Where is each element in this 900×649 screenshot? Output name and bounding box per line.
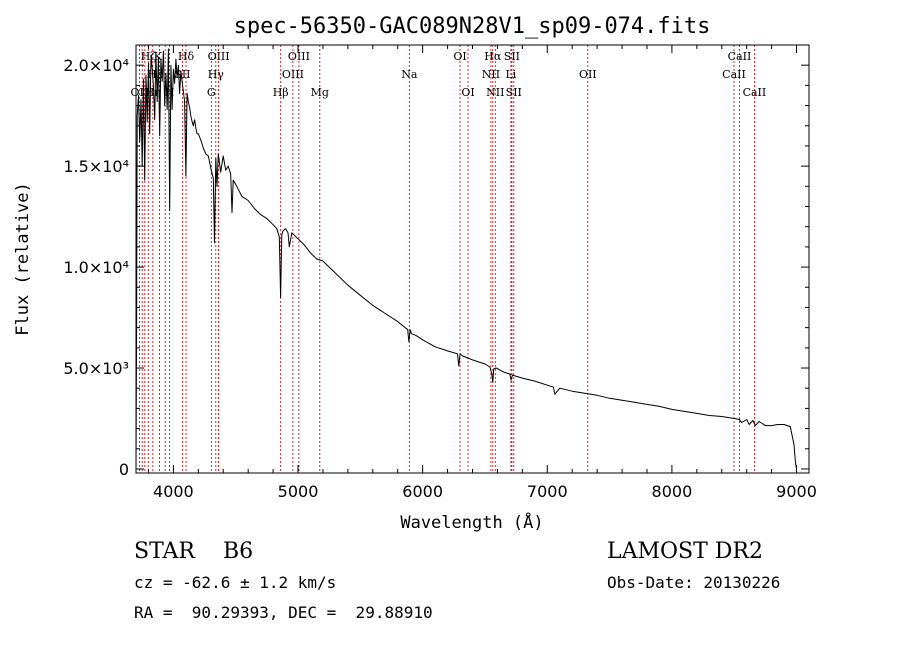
y-tick-label: 1.0×10⁴: [63, 258, 129, 277]
plot-frame: [135, 44, 810, 474]
line-label: OIII: [288, 50, 310, 63]
x-tick-label: 5000: [278, 482, 319, 501]
survey-name: LAMOST DR2: [607, 539, 763, 564]
line-label: CaII: [728, 50, 752, 63]
line-label: Hα: [484, 50, 502, 63]
line-label: CaII: [743, 86, 767, 99]
x-axis-ticks: 4000 5000 6000 7000 8000 9000: [147, 45, 817, 501]
line-label: OIII: [208, 50, 230, 63]
object-class: STAR B6: [134, 539, 254, 564]
line-label: SII: [174, 68, 190, 81]
x-tick-label: 9000: [776, 482, 817, 501]
x-tick-label: 8000: [652, 482, 693, 501]
line-label: H: [165, 86, 175, 99]
line-label: Li: [505, 68, 516, 81]
line-label: Hγ: [208, 68, 225, 81]
redshift-text: cz = -62.6 ± 1.2 km/s: [134, 573, 337, 592]
line-label: Na: [401, 68, 418, 81]
line-label: K: [154, 50, 163, 63]
line-label: Hβ: [273, 86, 289, 99]
obs-date: Obs-Date: 20130226: [607, 573, 781, 592]
line-label: G: [207, 86, 216, 99]
x-axis-label: Wavelength (Å): [400, 511, 543, 533]
line-label: Hδ: [178, 50, 195, 63]
spectrum-series: [135, 48, 797, 470]
line-label: Hη: [145, 86, 161, 99]
x-tick-label: 7000: [527, 482, 568, 501]
line-label: Hζ: [141, 50, 157, 63]
y-tick-label: 2.0×10⁴: [63, 56, 129, 75]
chart-title: spec-56350-GAC089N28V1_sp09-074.fits: [234, 14, 711, 39]
y-tick-label: 0: [119, 460, 129, 479]
x-tick-label: 4000: [153, 482, 194, 501]
x-tick-label: 6000: [402, 482, 443, 501]
line-label: NII: [486, 86, 504, 99]
y-axis-label: Flux (relative): [13, 182, 33, 336]
line-label: OI: [461, 86, 474, 99]
coordinates: RA = 90.29393, DEC = 29.88910: [134, 603, 433, 622]
line-label: SII: [504, 50, 520, 63]
y-tick-label: 1.5×10⁴: [63, 157, 129, 176]
y-tick-label: 5.0×10³: [63, 359, 129, 378]
line-label: OII: [579, 68, 597, 81]
line-label: Hε: [147, 68, 163, 81]
spectrum-line: [135, 48, 797, 470]
line-label: SII: [506, 86, 522, 99]
line-label: OII: [131, 86, 149, 99]
line-label: OI: [453, 50, 466, 63]
line-label: OIII: [282, 68, 304, 81]
line-label: CaII: [722, 68, 746, 81]
line-label: NII: [482, 68, 500, 81]
line-label: Mg: [311, 86, 329, 99]
y-axis-ticks: 0 5.0×10³ 1.0×10⁴ 1.5×10⁴ 2.0×10⁴: [63, 56, 809, 479]
emission-line-markers: [138, 45, 755, 473]
